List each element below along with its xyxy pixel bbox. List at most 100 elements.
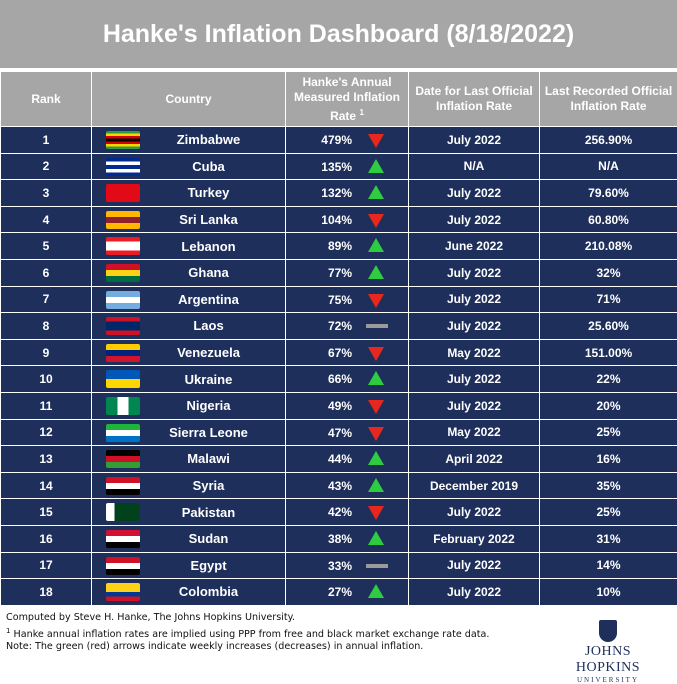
official-rate-cell: 256.90% <box>540 127 677 154</box>
no-change-icon <box>366 564 388 568</box>
rank-cell: 6 <box>1 259 92 286</box>
header-hanke-rate: Hanke's Annual Measured Inflation Rate 1 <box>286 72 409 127</box>
arrow-down-icon <box>368 400 384 414</box>
arrow-down-icon <box>368 294 384 308</box>
country-name: Sudan <box>149 531 229 546</box>
country-cell: Syria <box>92 472 286 499</box>
rank-cell: 13 <box>1 446 92 473</box>
official-rate-cell: 79.60% <box>540 180 677 207</box>
official-rate-cell: 210.08% <box>540 233 677 260</box>
country-name: Syria <box>153 478 225 493</box>
hanke-rate-cell: 27% <box>286 579 409 606</box>
hanke-rate-cell: 44% <box>286 446 409 473</box>
country-cell: Cuba <box>92 153 286 180</box>
hanke-rate-cell: 42% <box>286 499 409 526</box>
hanke-rate-cell: 89% <box>286 233 409 260</box>
country-cell: Colombia <box>92 579 286 606</box>
official-rate-cell: 16% <box>540 446 677 473</box>
date-cell: July 2022 <box>409 286 540 313</box>
arrow-up-icon <box>368 238 384 252</box>
footer-credit: Computed by Steve H. Hanke, The Johns Ho… <box>6 612 489 625</box>
header-hanke-footnote: 1 <box>359 108 363 117</box>
date-cell: July 2022 <box>409 127 540 154</box>
country-cell: Sierra Leone <box>92 419 286 446</box>
footer-footnote-text: Hanke annual inflation rates are implied… <box>10 629 489 640</box>
date-cell: July 2022 <box>409 552 540 579</box>
header-hanke-line1: Hanke's Annual <box>302 75 391 89</box>
footer-note: Note: The green (red) arrows indicate we… <box>6 641 489 654</box>
official-rate-cell: 151.00% <box>540 339 677 366</box>
official-rate-cell: 22% <box>540 366 677 393</box>
inflation-table: Rank Country Hanke's Annual Measured Inf… <box>0 71 677 606</box>
flag-icon <box>106 530 140 548</box>
header-rank: Rank <box>1 72 92 127</box>
flag-icon <box>106 211 140 229</box>
title-bar: Hanke's Inflation Dashboard (8/18/2022) <box>0 0 677 68</box>
country-name: Egypt <box>150 558 226 573</box>
hanke-rate-value: 479% <box>321 133 352 147</box>
date-cell: July 2022 <box>409 499 540 526</box>
flag-icon <box>106 291 140 309</box>
rank-cell: 1 <box>1 127 92 154</box>
hanke-rate-cell: 132% <box>286 180 409 207</box>
hanke-rate-value: 104% <box>321 213 352 227</box>
hanke-rate-cell: 135% <box>286 153 409 180</box>
flag-icon <box>106 158 140 176</box>
country-name: Lebanon <box>141 239 235 254</box>
hanke-rate-value: 44% <box>328 452 352 466</box>
header-country: Country <box>92 72 286 127</box>
country-cell: Pakistan <box>92 499 286 526</box>
official-rate-cell: 71% <box>540 286 677 313</box>
date-cell: July 2022 <box>409 206 540 233</box>
country-name: Turkey <box>148 185 230 200</box>
date-cell: December 2019 <box>409 472 540 499</box>
header-hanke-line2: Measured Inflation <box>294 90 400 104</box>
country-cell: Sudan <box>92 525 286 552</box>
hanke-rate-value: 89% <box>328 239 352 253</box>
date-cell: June 2022 <box>409 233 540 260</box>
date-cell: February 2022 <box>409 525 540 552</box>
official-rate-cell: 10% <box>540 579 677 606</box>
hanke-rate-value: 135% <box>321 160 352 174</box>
official-rate-cell: 60.80% <box>540 206 677 233</box>
hanke-rate-cell: 66% <box>286 366 409 393</box>
no-change-icon <box>366 324 388 328</box>
hanke-rate-value: 67% <box>328 346 352 360</box>
official-rate-cell: 35% <box>540 472 677 499</box>
country-cell: Malawi <box>92 446 286 473</box>
rank-cell: 18 <box>1 579 92 606</box>
country-name: Malawi <box>147 451 230 466</box>
rank-cell: 3 <box>1 180 92 207</box>
country-name: Laos <box>153 318 223 333</box>
rank-cell: 9 <box>1 339 92 366</box>
flag-icon <box>106 424 140 442</box>
country-cell: Ukraine <box>92 366 286 393</box>
hanke-rate-value: 33% <box>328 559 352 573</box>
hanke-rate-cell: 47% <box>286 419 409 446</box>
hanke-rate-cell: 72% <box>286 313 409 340</box>
date-cell: July 2022 <box>409 392 540 419</box>
flag-icon <box>106 184 140 202</box>
arrow-up-icon <box>368 584 384 598</box>
date-cell: May 2022 <box>409 419 540 446</box>
official-rate-cell: 31% <box>540 525 677 552</box>
arrow-down-icon <box>368 427 384 441</box>
country-cell: Lebanon <box>92 233 286 260</box>
rank-cell: 11 <box>1 392 92 419</box>
flag-icon <box>106 131 140 149</box>
header-date-line1: Date for Last Official <box>415 84 532 98</box>
hanke-rate-cell: 49% <box>286 392 409 419</box>
rank-cell: 16 <box>1 525 92 552</box>
rank-cell: 7 <box>1 286 92 313</box>
hanke-rate-value: 47% <box>328 426 352 440</box>
country-name: Cuba <box>152 159 225 174</box>
hanke-rate-value: 75% <box>328 293 352 307</box>
